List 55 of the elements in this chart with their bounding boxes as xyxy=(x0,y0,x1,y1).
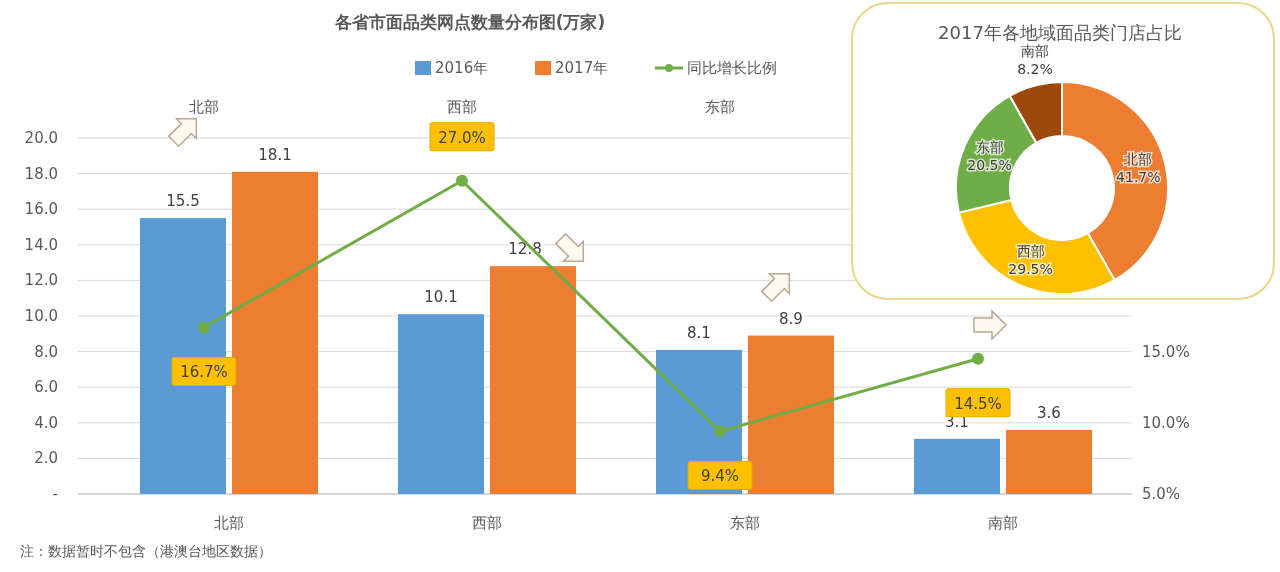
data-label: 8.2% xyxy=(1017,61,1053,77)
chart-title: 各省市面品类网点数量分布图(万家) xyxy=(333,12,606,32)
point xyxy=(198,321,210,334)
data-label: 14.5% xyxy=(954,394,1002,413)
legend-label: 2017年 xyxy=(555,59,609,77)
slice-label: 南部 xyxy=(1020,43,1049,59)
x-tick-label: 南部 xyxy=(988,514,1018,532)
y2-tick-label: 5.0% xyxy=(1142,485,1181,503)
y-tick-label: 2.0 xyxy=(34,449,58,468)
x-tick-label: 东部 xyxy=(730,514,760,532)
x-tick-label: 北部 xyxy=(214,514,244,532)
y-tick-label: 12.0 xyxy=(24,271,58,290)
data-label: 3.6 xyxy=(1037,403,1061,422)
data-label: 20.5% xyxy=(967,157,1012,174)
point xyxy=(972,352,984,365)
y2-tick-label: 10.0% xyxy=(1142,413,1190,432)
y-tick-label: 8.0 xyxy=(34,342,58,361)
bar xyxy=(398,314,484,494)
slice-label: 北部 xyxy=(1124,150,1153,167)
text: 北部 xyxy=(189,98,219,116)
data-label: 9.4% xyxy=(700,467,740,486)
data-label: 8.1 xyxy=(687,323,711,342)
data-label: 16.7% xyxy=(180,363,228,382)
legend-label: 同比增长比例 xyxy=(687,59,777,77)
y-tick-label: - xyxy=(52,485,58,503)
y-tick-label: 16.0 xyxy=(24,200,58,219)
slice-label: 西部 xyxy=(1016,243,1045,260)
y-tick-label: 10.0 xyxy=(24,307,58,325)
bar xyxy=(490,266,576,494)
data-label: 15.5 xyxy=(166,192,200,211)
text: 西部 xyxy=(447,98,477,116)
y-tick-label: 14.0 xyxy=(24,235,58,254)
bar xyxy=(1006,429,1092,494)
data-label: 18.1 xyxy=(258,145,292,164)
bar xyxy=(232,171,318,494)
bar xyxy=(748,335,834,494)
legend-label: 2016年 xyxy=(435,59,489,77)
data-label: 8.9 xyxy=(779,309,803,328)
text: 注：数据暂时不包含（港澳台地区数据） xyxy=(20,543,272,559)
data-label: 10.1 xyxy=(424,288,458,307)
y2-tick-label: 15.0% xyxy=(1142,342,1190,361)
y-tick-label: 18.0 xyxy=(24,164,58,183)
point xyxy=(456,174,468,187)
slice-label: 东部 xyxy=(975,139,1004,156)
x-tick-label: 西部 xyxy=(472,514,502,532)
data-label: 27.0% xyxy=(438,128,486,147)
bar xyxy=(914,438,1000,494)
y-tick-label: 20.0 xyxy=(24,129,58,147)
data-label: 41.7% xyxy=(1116,168,1161,185)
data-label: 29.5% xyxy=(1008,261,1053,278)
chart-title: 2017年各地域面品类门店占比 xyxy=(938,22,1182,43)
point xyxy=(714,425,726,438)
y-tick-label: 6.0 xyxy=(34,378,58,397)
y-tick-label: 4.0 xyxy=(34,413,58,432)
text: 东部 xyxy=(705,98,735,116)
